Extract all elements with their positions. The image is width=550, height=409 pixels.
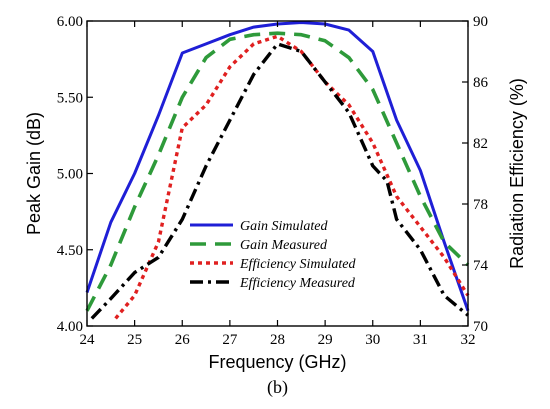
y-left-tick-label: 6.00 (57, 14, 83, 30)
y-right-tick-label: 82 (473, 136, 488, 152)
series-line-2 (85, 31, 470, 312)
y-right-tick-label: 78 (473, 197, 488, 213)
x-tick-label: 27 (222, 332, 238, 348)
x-tick-label: 24 (80, 332, 96, 348)
legend-label-2: Gain Measured (240, 238, 328, 253)
y-left-tick-label: 5.50 (57, 90, 83, 106)
x-tick-label: 30 (365, 332, 380, 348)
x-tick-label: 32 (461, 332, 476, 348)
y-right-tick-label: 90 (473, 14, 488, 30)
legend-label-3: Efficiency Simulated (239, 257, 356, 272)
series-layer (85, 21, 470, 320)
x-tick-label: 28 (270, 332, 285, 348)
x-tick-label: 25 (127, 332, 142, 348)
legend: Gain Simulated Gain Measured Efficiency Si… (190, 219, 356, 291)
x-tick-label: 29 (318, 332, 333, 348)
y-axis-left-title: Peak Gain (dB) (24, 112, 44, 235)
y-left-tick-label: 4.00 (57, 319, 83, 335)
x-tick-label: 31 (413, 332, 428, 348)
y-right-tick-label: 86 (473, 75, 489, 91)
y-left-tick-label: 4.50 (57, 243, 83, 259)
x-axis-title: Frequency (GHz) (208, 352, 346, 372)
y-right-tick-label: 70 (473, 319, 488, 335)
y-left-tick-label: 5.00 (57, 167, 83, 183)
tick-layer: 24 25 26 27 28 29 30 31 32 4.00 4.50 5.00 5.50 6.00 70… (57, 14, 489, 348)
figure-caption: (b) (267, 377, 288, 398)
x-tick-label: 26 (175, 332, 191, 348)
y-right-tick-label: 74 (473, 258, 489, 274)
series-line-3 (114, 34, 470, 320)
legend-label-4: Efficiency Measured (239, 276, 356, 291)
y-axis-right-title: Radiation Efficiency (%) (507, 78, 527, 269)
legend-label-1: Gain Simulated (240, 219, 328, 234)
series-line-4 (90, 42, 470, 320)
